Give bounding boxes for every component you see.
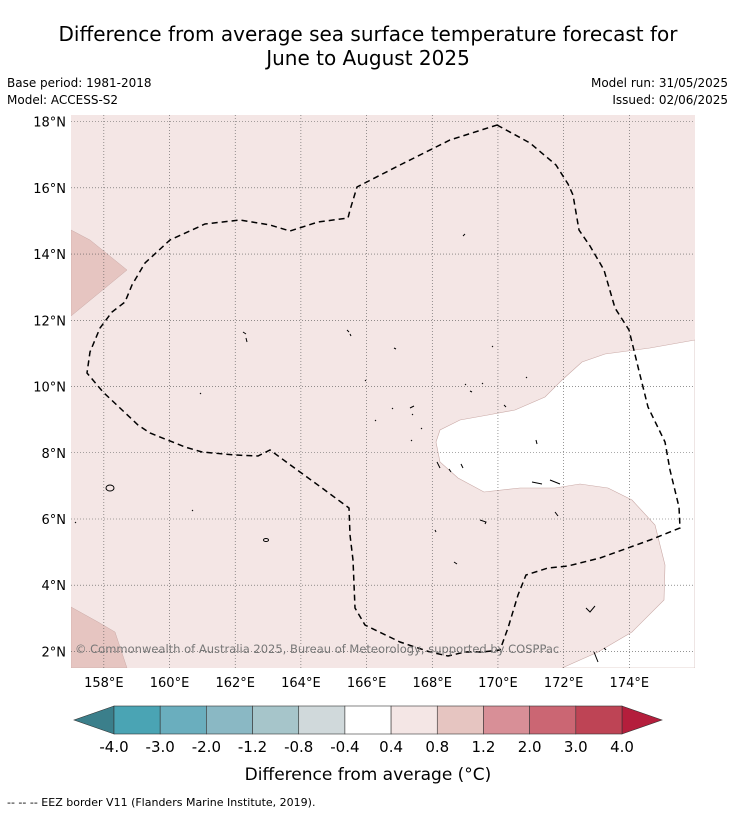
lon-tick-label: 168°E bbox=[412, 676, 452, 691]
island bbox=[453, 561, 458, 565]
island bbox=[554, 511, 559, 517]
lon-tick-label: 164°E bbox=[281, 676, 321, 691]
lat-tick-label: 8°N bbox=[42, 447, 67, 462]
meta-right: Model run: 31/05/2025 Issued: 02/06/2025 bbox=[591, 75, 728, 109]
meta-left: Base period: 1981-2018 Model: ACCESS-S2 bbox=[7, 75, 152, 109]
colorbar-segment bbox=[575, 705, 623, 735]
island bbox=[464, 382, 484, 393]
island bbox=[410, 427, 423, 442]
island bbox=[346, 329, 352, 337]
island bbox=[74, 379, 394, 524]
lon-tick-label: 172°E bbox=[544, 676, 584, 691]
island bbox=[585, 605, 596, 613]
island bbox=[436, 461, 464, 473]
island bbox=[393, 347, 397, 350]
colorbar-tick-label: -2.0 bbox=[192, 738, 221, 756]
colorbar-tick-label: -4.0 bbox=[99, 738, 128, 756]
island bbox=[525, 376, 528, 379]
model-name: Model: ACCESS-S2 bbox=[7, 93, 119, 107]
island bbox=[462, 233, 466, 237]
colorbar-segment bbox=[206, 705, 253, 735]
colorbar: -4.0 -3.0 -2.0 -1.2 -0.8 -0.4 0.4 0.8 1.2 2.0 3.0 4… bbox=[73, 705, 663, 756]
lon-tick-label: 174°E bbox=[610, 676, 650, 691]
island bbox=[434, 529, 437, 533]
title-line-2: June to August 2025 bbox=[266, 46, 470, 70]
lat-tick-label: 14°N bbox=[33, 248, 66, 263]
colorbar-segment bbox=[113, 705, 161, 735]
lon-tick-label: 160°E bbox=[150, 676, 190, 691]
anomaly-region-medium-southwest bbox=[71, 606, 128, 668]
lat-tick-label: 2°N bbox=[42, 645, 67, 660]
colorbar-tick-label: 0.4 bbox=[379, 738, 403, 756]
colorbar-segment bbox=[483, 705, 530, 735]
colorbar-over-arrow bbox=[621, 705, 663, 735]
colorbar-tick-label: -0.8 bbox=[284, 738, 313, 756]
colorbar-segment bbox=[529, 705, 577, 735]
base-period: Base period: 1981-2018 bbox=[7, 76, 152, 90]
colorbar-segment bbox=[436, 705, 484, 735]
axis-tick-labels: 158°E 160°E 162°E 164°E 166°E 168°E 170°E 172°E… bbox=[33, 116, 649, 691]
copyright-text: © Commonwealth of Australia 2025, Bureau… bbox=[75, 642, 559, 656]
colorbar-segment bbox=[390, 705, 438, 735]
colorbar-tick-label: 3.0 bbox=[564, 738, 588, 756]
map-area bbox=[71, 115, 695, 668]
islands bbox=[74, 233, 607, 663]
island bbox=[242, 331, 248, 343]
island bbox=[491, 345, 494, 348]
colorbar-tick-label: 0.8 bbox=[425, 738, 449, 756]
title-line-1: Difference from average sea surface temp… bbox=[58, 22, 678, 46]
colorbar-label: Difference from average (°C) bbox=[245, 765, 492, 785]
island bbox=[409, 405, 415, 416]
colorbar-tick-label: 2.0 bbox=[518, 738, 542, 756]
colorbar-under-arrow bbox=[73, 705, 115, 735]
island bbox=[593, 647, 607, 663]
island bbox=[263, 538, 269, 542]
lat-tick-label: 6°N bbox=[42, 513, 67, 528]
lat-tick-label: 4°N bbox=[42, 579, 67, 594]
lat-tick-label: 18°N bbox=[33, 116, 66, 131]
lat-tick-label: 16°N bbox=[33, 182, 66, 197]
chart-title: Difference from average sea surface temp… bbox=[0, 22, 736, 70]
colorbar-segment bbox=[159, 705, 207, 735]
lat-tick-label: 12°N bbox=[33, 314, 66, 329]
lon-tick-label: 166°E bbox=[347, 676, 387, 691]
colorbar-tick-label: -0.4 bbox=[330, 738, 359, 756]
island bbox=[531, 479, 561, 485]
island bbox=[105, 484, 115, 492]
colorbar-tick-label: -3.0 bbox=[146, 738, 175, 756]
colorbar-segment bbox=[252, 705, 300, 735]
island bbox=[503, 404, 507, 408]
island bbox=[479, 519, 487, 525]
issued-date: Issued: 02/06/2025 bbox=[612, 93, 728, 107]
lon-tick-label: 162°E bbox=[215, 676, 255, 691]
lon-tick-label: 158°E bbox=[84, 676, 124, 691]
colorbar-segment bbox=[298, 705, 346, 735]
colorbar-segment bbox=[344, 705, 392, 735]
anomaly-region-medium-west bbox=[71, 229, 128, 317]
eez-footnote: -- -- -- EEZ border V11 (Flanders Marine… bbox=[7, 796, 316, 809]
gridlines bbox=[71, 115, 695, 668]
colorbar-tick-label: 1.2 bbox=[472, 738, 496, 756]
lon-tick-label: 170°E bbox=[478, 676, 518, 691]
colorbar-tick-label: -1.2 bbox=[238, 738, 267, 756]
eez-border bbox=[86, 124, 681, 657]
neutral-anomaly-region bbox=[435, 339, 695, 668]
colorbar-tick-label: 4.0 bbox=[610, 738, 634, 756]
lat-tick-label: 10°N bbox=[33, 381, 66, 396]
model-run: Model run: 31/05/2025 bbox=[590, 76, 728, 90]
island bbox=[535, 439, 538, 445]
